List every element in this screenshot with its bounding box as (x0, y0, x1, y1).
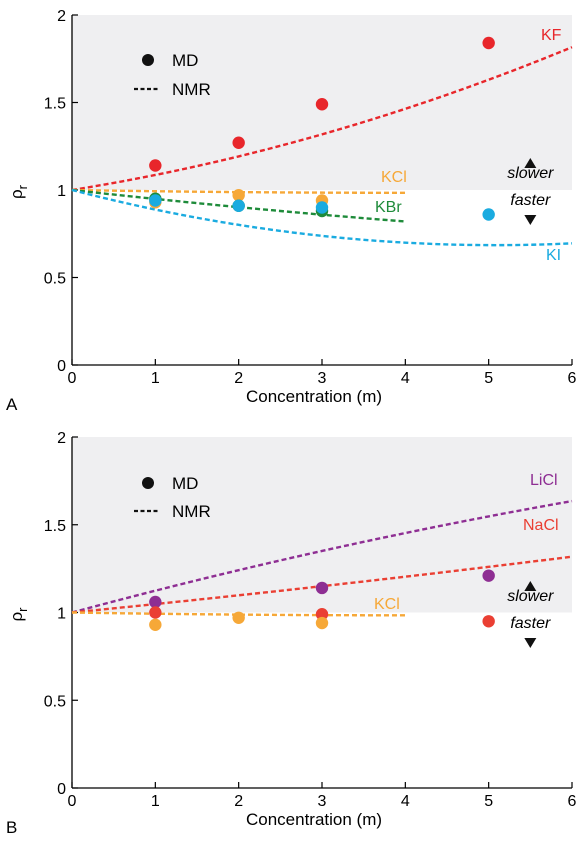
faster-label: faster (510, 192, 551, 209)
panel-label: A (6, 395, 18, 414)
series-label-kf: KF (541, 27, 562, 44)
md-point-kf (315, 98, 329, 111)
y-tick-label: 0.5 (44, 271, 66, 288)
x-axis-label: Concentration (m) (246, 387, 382, 406)
nmr-curve-kf (71, 46, 573, 192)
x-tick-label: 6 (568, 793, 577, 810)
x-tick-label: 1 (151, 793, 160, 810)
y-tick-label: 1.5 (44, 96, 66, 113)
md-point-ki (315, 201, 329, 214)
md-point-kf (482, 36, 495, 50)
y-tick-label: 0 (57, 358, 66, 375)
series-label-kcl: KCl (381, 169, 407, 186)
y-axis-label: ρr (7, 184, 30, 199)
y-tick-label: 1.5 (44, 518, 66, 535)
legend-md-label: MD (172, 51, 198, 70)
legend-nmr-label: NMR (172, 502, 211, 521)
x-tick-label: 2 (234, 793, 243, 810)
legend-md-marker (142, 477, 154, 489)
md-point-ki (482, 208, 495, 221)
x-tick-label: 3 (318, 793, 327, 810)
x-tick-label: 1 (151, 370, 160, 387)
series-label-kcl: KCl (374, 596, 400, 613)
md-point-kcl (315, 616, 329, 630)
arrow-up-icon (524, 581, 537, 591)
arrow-down-icon (524, 215, 537, 225)
md-point-ki (232, 199, 245, 212)
nmr-curve-licl (71, 499, 573, 614)
arrow-up-icon (524, 158, 537, 168)
md-point-kf (232, 136, 245, 149)
y-tick-label: 0 (57, 781, 66, 798)
md-point-kf (149, 159, 162, 172)
md-point-licl (482, 569, 495, 582)
md-point-kcl (232, 611, 245, 624)
md-point-ki (149, 194, 162, 207)
x-tick-label: 3 (318, 370, 327, 387)
series-label-ki: KI (546, 247, 561, 264)
x-tick-label: 5 (484, 793, 493, 810)
legend-nmr-label: NMR (172, 80, 211, 99)
arrow-down-icon (524, 638, 537, 648)
md-point-licl (315, 581, 329, 595)
md-point-kcl (232, 189, 245, 202)
legend-md-label: MD (172, 474, 198, 493)
y-tick-label: 0.5 (44, 693, 66, 710)
md-point-licl (149, 595, 162, 609)
x-axis-label: Concentration (m) (246, 810, 382, 829)
md-point-nacl (482, 615, 495, 628)
panel-label: B (6, 818, 17, 837)
x-tick-label: 4 (401, 793, 410, 810)
slower-label: slower (507, 165, 554, 182)
series-label-nacl: NaCl (523, 517, 559, 534)
x-tick-label: 4 (401, 370, 410, 387)
y-tick-label: 1 (57, 183, 66, 200)
md-point-nacl (149, 606, 162, 619)
md-point-nacl (315, 608, 329, 621)
series-label-kbr: KBr (375, 199, 402, 216)
md-point-kcl (149, 618, 162, 631)
slower-label: slower (507, 588, 554, 605)
faster-label: faster (510, 615, 551, 632)
series-label-licl: LiCl (530, 472, 558, 489)
y-tick-label: 2 (57, 430, 66, 447)
x-tick-label: 0 (68, 793, 77, 810)
x-tick-label: 6 (568, 370, 577, 387)
x-tick-label: 5 (484, 370, 493, 387)
y-tick-label: 1 (57, 606, 66, 623)
x-tick-label: 0 (68, 370, 77, 387)
y-tick-label: 2 (57, 8, 66, 25)
y-axis-label: ρr (7, 607, 30, 622)
legend-md-marker (142, 54, 154, 66)
x-tick-label: 2 (234, 370, 243, 387)
